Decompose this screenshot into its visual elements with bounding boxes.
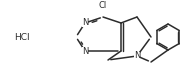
Text: N: N [134,52,140,61]
Text: N: N [82,46,88,56]
Text: N: N [82,18,88,28]
Text: HCl: HCl [14,32,30,42]
Text: Cl: Cl [99,1,107,11]
